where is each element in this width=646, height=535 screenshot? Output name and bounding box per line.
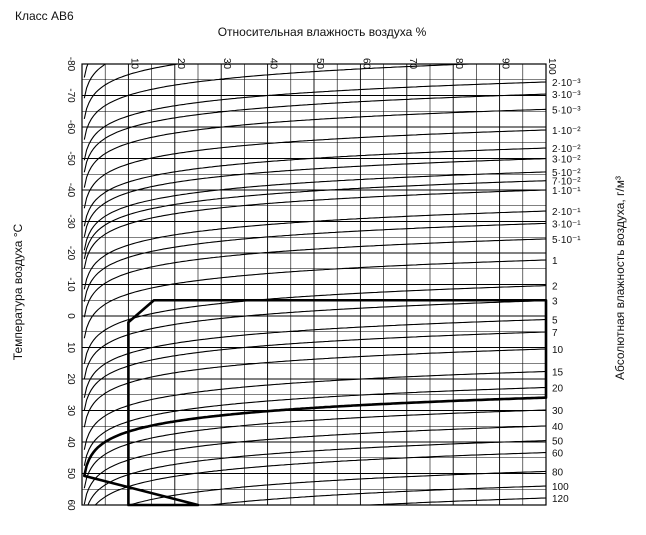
left-tick-label: 60 bbox=[65, 499, 76, 511]
isoline-curve bbox=[83, 64, 485, 140]
right-tick-label: 80 bbox=[552, 467, 564, 478]
right-tick-label: 30 bbox=[552, 406, 564, 417]
right-tick-label: 120 bbox=[552, 494, 569, 505]
isoline-curve bbox=[83, 331, 546, 411]
isoline-curve bbox=[83, 129, 546, 209]
top-tick-label: 20 bbox=[175, 58, 186, 70]
chart-title: Класс АВ6 bbox=[15, 9, 74, 23]
isoline-curve bbox=[83, 222, 546, 302]
top-tick-label: 40 bbox=[268, 58, 279, 70]
grid-lines bbox=[81, 63, 547, 506]
right-tick-label: 3·10⁻¹ bbox=[552, 219, 581, 230]
left-tick-label: -50 bbox=[65, 151, 76, 166]
right-tick-label: 1 bbox=[552, 256, 558, 267]
isoline-curve bbox=[83, 171, 546, 251]
isoline-curve bbox=[83, 180, 546, 260]
isoline-curve bbox=[83, 300, 546, 380]
left-axis-title: Температура воздуха °С bbox=[11, 223, 25, 360]
right-tick-label: 1·10⁻² bbox=[552, 126, 581, 137]
right-tick-label: 10 bbox=[552, 345, 564, 356]
right-tick-label: 3 bbox=[552, 297, 558, 308]
isoline-curve bbox=[83, 259, 546, 339]
right-tick-label: 5 bbox=[552, 316, 558, 327]
right-tick-label: 50 bbox=[552, 437, 564, 448]
left-tick-label: 10 bbox=[65, 342, 76, 354]
highlight-boundary bbox=[83, 298, 548, 507]
isoline-curve bbox=[83, 409, 546, 489]
isoline-curve bbox=[83, 238, 546, 318]
right-tick-label: 2·10⁻¹ bbox=[552, 207, 581, 218]
right-tick-label: 5·10⁻³ bbox=[552, 105, 581, 116]
right-tick-label: 2·10⁻³ bbox=[552, 78, 581, 89]
right-tick-label: 20 bbox=[552, 384, 564, 395]
top-tick-label: 60 bbox=[360, 58, 371, 70]
right-tick-label: 100 bbox=[552, 482, 569, 493]
left-tick-label: -20 bbox=[65, 246, 76, 261]
right-tick-label: 2 bbox=[552, 282, 558, 293]
highlight-region bbox=[83, 298, 548, 507]
isoline-curve bbox=[83, 319, 546, 398]
left-tick-label: 30 bbox=[65, 405, 76, 417]
isoline-curve bbox=[83, 189, 546, 269]
isoline-curve bbox=[83, 386, 546, 466]
right-axis-title: Абсолютная влажность воздуха, г/м³ bbox=[613, 176, 627, 380]
isoline-curve bbox=[83, 370, 546, 450]
right-tick-label: 2·10⁻² bbox=[552, 144, 581, 155]
tick-labels: 10 20 30 40 50 60 70 80 90 100-80-70-60-50-40-30-… bbox=[65, 57, 581, 511]
left-tick-label: -10 bbox=[65, 277, 76, 292]
right-tick-label: 3·10⁻³ bbox=[552, 90, 581, 101]
right-tick-label: 3·10⁻² bbox=[552, 155, 581, 166]
isoline-curve bbox=[83, 425, 546, 505]
isoline-curve bbox=[83, 64, 182, 120]
right-tick-label: 5·10⁻² bbox=[552, 168, 581, 179]
isoline-curve bbox=[87, 440, 546, 505]
isoline-curves bbox=[83, 64, 546, 505]
isoline-curve bbox=[83, 93, 546, 173]
isoline-curve bbox=[83, 147, 546, 227]
top-tick-label: 10 bbox=[128, 58, 139, 70]
left-tick-label: -80 bbox=[65, 57, 76, 72]
right-tick-label: 5·10⁻¹ bbox=[552, 235, 581, 246]
isoline-curve bbox=[83, 81, 546, 161]
right-tick-label: 1·10⁻¹ bbox=[552, 186, 581, 197]
left-tick-label: 20 bbox=[65, 373, 76, 385]
isoline-curve bbox=[94, 452, 546, 505]
isoline-curve bbox=[83, 348, 546, 428]
isoline-curve bbox=[209, 485, 546, 505]
isoline-curve bbox=[369, 497, 546, 505]
left-tick-label: 50 bbox=[65, 468, 76, 480]
top-tick-label: 100 bbox=[546, 58, 557, 75]
isoline-curve bbox=[128, 470, 546, 505]
top-tick-label: 90 bbox=[500, 58, 511, 70]
right-tick-label: 7·10⁻² bbox=[552, 177, 581, 188]
left-tick-label: -30 bbox=[65, 214, 76, 229]
isoline-curve bbox=[83, 285, 546, 365]
left-tick-label: -60 bbox=[65, 120, 76, 135]
right-tick-label: 15 bbox=[552, 368, 564, 379]
left-tick-label: -40 bbox=[65, 183, 76, 198]
right-tick-label: 60 bbox=[552, 449, 564, 460]
right-tick-label: 7 bbox=[552, 328, 558, 339]
top-tick-label: 50 bbox=[314, 58, 325, 70]
top-tick-label: 70 bbox=[407, 58, 418, 70]
left-tick-label: 0 bbox=[65, 313, 76, 319]
isoline-curve bbox=[83, 108, 546, 188]
top-tick-label: 30 bbox=[221, 58, 232, 70]
top-axis-title: Относительная влажность воздуха % bbox=[218, 25, 427, 39]
left-tick-label: -70 bbox=[65, 88, 76, 103]
top-tick-label: 80 bbox=[453, 58, 464, 70]
right-tick-label: 40 bbox=[552, 422, 564, 433]
isoline-curve bbox=[83, 210, 546, 290]
left-tick-label: 40 bbox=[65, 436, 76, 448]
isoline-curve bbox=[83, 158, 546, 238]
